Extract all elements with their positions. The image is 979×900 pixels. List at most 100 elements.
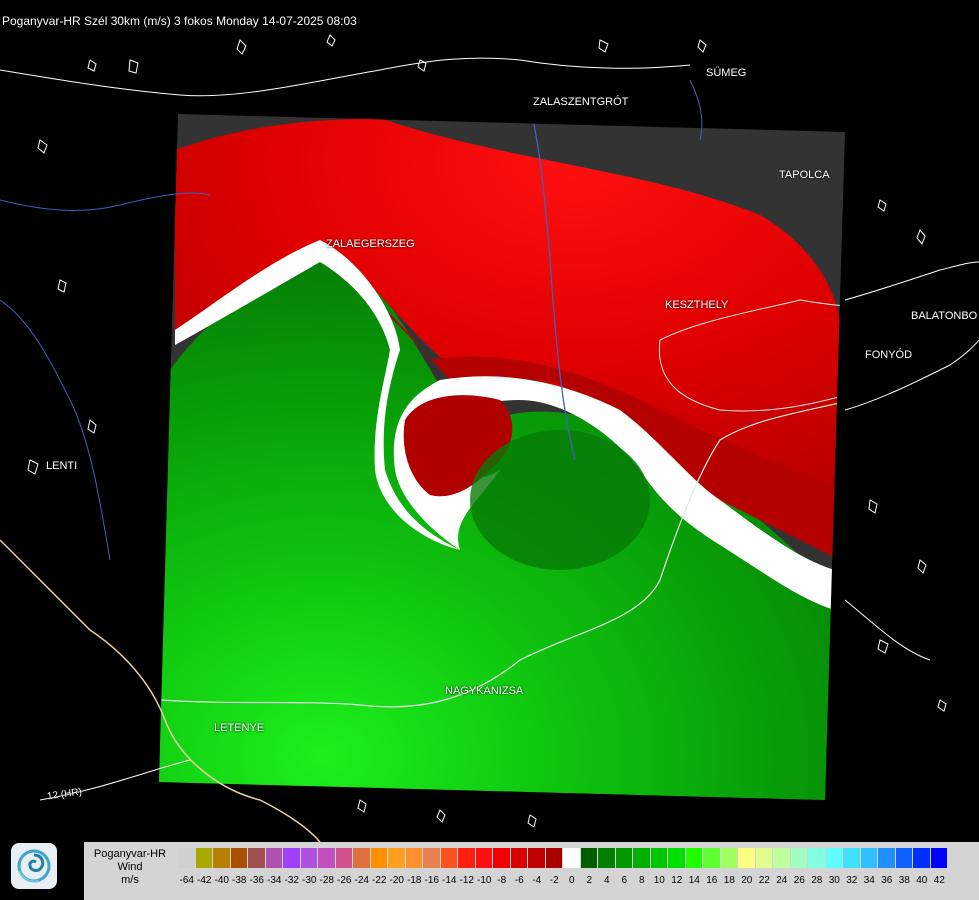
legend-tick-label: 36 [881, 875, 893, 886]
legend-tick-label: -10 [477, 875, 492, 886]
legend-swatch [738, 848, 756, 868]
legend-tick-label: -38 [232, 875, 247, 886]
legend-swatch [440, 848, 458, 868]
settlement-outlines [27, 34, 947, 828]
legend-swatch [825, 848, 843, 868]
legend-swatch [230, 848, 248, 868]
legend-swatch [493, 848, 511, 868]
legend-swatch [475, 848, 493, 868]
legend-swatch [860, 848, 878, 868]
city-label-sumeg: SÜMEG [706, 67, 747, 79]
legend-tick-label: 38 [898, 875, 910, 886]
legend-swatch [353, 848, 371, 868]
legend-swatch [423, 848, 441, 868]
river-line [519, 114, 576, 461]
legend-swatch [405, 848, 423, 868]
legend-tick-label: -14 [442, 875, 457, 886]
legend-tick-label: -16 [424, 875, 439, 886]
header-title: Poganyvar-HR Szél 30km (m/s) 3 fokos Mon… [2, 14, 357, 28]
legend-title: Poganyvar-HR Wind m/s [84, 848, 176, 887]
road-line [159, 339, 845, 708]
legend-tick-label: 22 [758, 875, 770, 886]
legend-swatch [265, 848, 283, 868]
legend-tick-label: 40 [916, 875, 928, 886]
legend-swatch [300, 848, 318, 868]
city-label-keszthely: KESZTHELY [665, 299, 729, 311]
legend-swatch [195, 848, 213, 868]
background-map-features [0, 57, 979, 842]
legend-tick-label: -2 [549, 875, 559, 886]
legend-tick-label: 42 [933, 875, 945, 886]
legend-swatch [283, 848, 301, 868]
radar-map [0, 34, 979, 842]
legend-swatch [335, 848, 353, 868]
legend-tick-label: 8 [638, 875, 645, 886]
legend-tick-label: 16 [706, 875, 718, 886]
legend-swatch [458, 848, 476, 868]
legend-tick-label: -22 [372, 875, 387, 886]
legend-swatch [720, 848, 738, 868]
legend-swatch [685, 848, 703, 868]
legend-tick-label: -20 [389, 875, 404, 886]
legend-source: Poganyvar-HR [93, 848, 167, 860]
legend-tick-label: 14 [688, 875, 700, 886]
city-label-balatonboglar: BALATONBO [911, 310, 978, 322]
legend-tick-label: -18 [407, 875, 422, 886]
legend-tick-label: -64 [179, 875, 194, 886]
city-label-tapolca: TAPOLCA [779, 169, 830, 181]
legend-swatch [598, 848, 616, 868]
legend-swatch [913, 848, 931, 868]
legend-swatch [615, 848, 633, 868]
legend-swatch [808, 848, 826, 868]
legend: Poganyvar-HR Wind m/s -64 -42 -40 -38 -36 -34… [84, 842, 979, 900]
city-label-lenti: LENTI [46, 460, 78, 472]
legend-tick-label: -8 [497, 875, 507, 886]
legend-tick-label: -34 [267, 875, 282, 886]
legend-tick-label: 12 [671, 875, 683, 886]
city-label-zalaegerszeg: ZALAEGERSZEG [326, 238, 415, 250]
legend-tick-label: 30 [828, 875, 840, 886]
legend-swatch [510, 848, 528, 868]
legend-swatch [773, 848, 791, 868]
legend-swatch [388, 848, 406, 868]
legend-swatch [633, 848, 651, 868]
legend-tick-label: -32 [284, 875, 299, 886]
legend-unit: m/s [121, 874, 139, 886]
legend-tick-label: -6 [514, 875, 524, 886]
legend-swatch [790, 848, 808, 868]
legend-tick-label: 26 [793, 875, 805, 886]
legend-swatch [650, 848, 668, 868]
legend-swatch [563, 848, 581, 868]
legend-tick-label: -24 [354, 875, 369, 886]
legend-tick-label: 34 [863, 875, 875, 886]
swirl-logo-icon [11, 843, 57, 889]
inbound-dark-band [300, 250, 840, 560]
legend-swatch [755, 848, 773, 868]
legend-tick-label: -42 [197, 875, 212, 886]
legend-tick-label: 24 [776, 875, 788, 886]
legend-swatch [248, 848, 266, 868]
legend-tick-label: 32 [846, 875, 858, 886]
legend-swatch [930, 848, 948, 868]
legend-swatch [178, 848, 196, 868]
city-label-zalaszentgrot: ZALASZENTGRÓT [533, 96, 629, 108]
legend-swatch [895, 848, 913, 868]
legend-tick-label: 0 [568, 875, 575, 886]
legend-tick-label: -30 [302, 875, 317, 886]
legend-swatch [580, 848, 598, 868]
legend-tick-label: -36 [249, 875, 264, 886]
legend-swatch [545, 848, 563, 868]
legend-swatch [370, 848, 388, 868]
legend-tick-label: 6 [621, 875, 628, 886]
legend-tick-label: 28 [811, 875, 823, 886]
legend-tick-label: -4 [532, 875, 542, 886]
legend-tick-label: -28 [319, 875, 334, 886]
legend-swatch [213, 848, 231, 868]
legend-swatch [318, 848, 336, 868]
legend-tick-label: 4 [603, 875, 610, 886]
legend-tick-label: -12 [459, 875, 474, 886]
legend-tick-label: 2 [586, 875, 593, 886]
legend-tick-label: 18 [723, 875, 735, 886]
legend-tick-label: -26 [337, 875, 352, 886]
legend-tick-label: 20 [741, 875, 753, 886]
